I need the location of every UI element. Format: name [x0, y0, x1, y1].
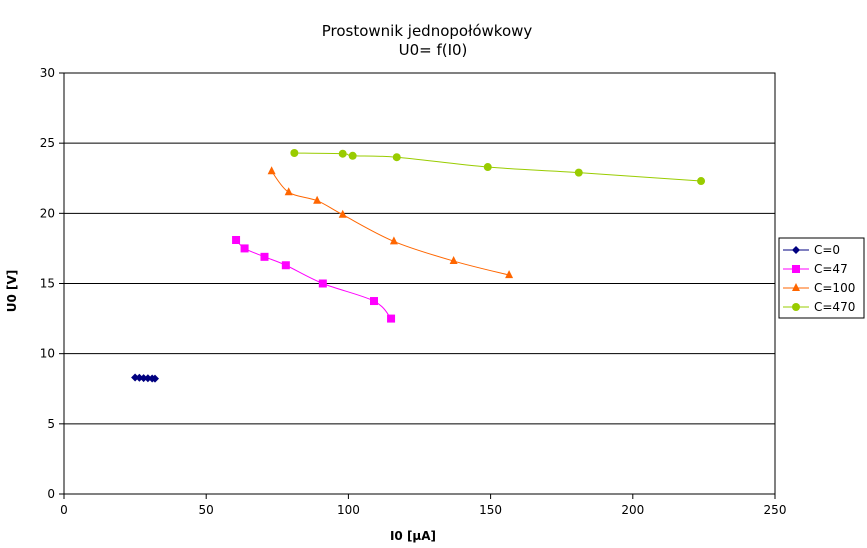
- data-point-3-2: [348, 151, 357, 160]
- legend-label-1: C=47: [814, 262, 848, 276]
- legend-item-1: C=47: [783, 262, 848, 276]
- chart-title: Prostownik jednopołówkowy: [322, 22, 533, 40]
- y-tick-label-2: 10: [40, 347, 55, 361]
- series-3: [290, 148, 706, 186]
- data-point-1-3: [281, 261, 290, 270]
- data-point-1-4: [318, 279, 327, 288]
- data-point-2-2: [313, 195, 322, 204]
- y-tick-label-1: 5: [47, 417, 55, 431]
- data-point-1-6: [387, 314, 396, 323]
- legend-label-0: C=0: [814, 243, 840, 257]
- data-point-1-1: [240, 244, 249, 253]
- x-axis-title: I0 [µA]: [390, 529, 436, 543]
- legend-marker-2: [792, 283, 800, 291]
- legend-label-2: C=100: [814, 281, 855, 295]
- x-tick-label-1: 50: [199, 503, 214, 517]
- data-point-2-4: [389, 236, 398, 245]
- x-tick-label-3: 150: [479, 503, 502, 517]
- series-layer: [131, 148, 706, 383]
- x-tick-label-2: 100: [337, 503, 360, 517]
- x-tick-label-4: 200: [621, 503, 644, 517]
- y-axis-ticks: 0 5 10 15 20 25 30: [40, 66, 64, 501]
- legend-label-3: C=470: [814, 300, 855, 314]
- legend-item-0: C=0: [783, 243, 840, 257]
- gridlines: [64, 142, 775, 425]
- legend-marker-0: [792, 246, 800, 254]
- data-point-0-5: [151, 374, 160, 383]
- x-tick-label-5: 250: [764, 503, 787, 517]
- data-point-1-2: [260, 252, 269, 261]
- data-point-2-1: [284, 187, 293, 196]
- series-line-2: [271, 170, 510, 276]
- series-2: [267, 166, 514, 279]
- data-point-2-6: [505, 270, 514, 279]
- legend-item-2: C=100: [783, 281, 855, 295]
- data-point-3-5: [574, 168, 583, 177]
- legend-marker-3: [792, 303, 800, 311]
- y-tick-label-5: 25: [40, 136, 55, 150]
- legend-item-3: C=470: [783, 300, 855, 314]
- data-point-3-1: [338, 149, 347, 158]
- legend: C=0 C=47 C=100 C=470: [778, 237, 865, 319]
- y-tick-label-6: 30: [40, 66, 55, 80]
- data-point-2-3: [338, 209, 347, 218]
- chart-subtitle: U0= f(I0): [399, 41, 468, 59]
- data-point-1-5: [369, 297, 378, 306]
- data-point-1-0: [232, 235, 241, 244]
- data-point-3-0: [290, 148, 299, 157]
- data-point-2-0: [267, 166, 276, 175]
- series-line-1: [235, 239, 392, 319]
- y-tick-label-0: 0: [47, 487, 55, 501]
- x-tick-label-0: 0: [60, 503, 68, 517]
- y-axis-title: U0 [V]: [5, 270, 19, 313]
- x-axis-ticks: 0 50 100 150 200 250: [60, 494, 786, 517]
- data-point-3-3: [392, 153, 401, 162]
- data-point-3-4: [483, 163, 492, 172]
- data-point-3-6: [697, 177, 706, 186]
- series-1: [232, 235, 396, 323]
- data-point-2-5: [449, 256, 458, 265]
- data-point-0-2: [139, 374, 148, 383]
- legend-marker-1: [792, 265, 800, 273]
- series-0: [131, 373, 160, 383]
- y-tick-label-3: 15: [40, 277, 55, 291]
- legend-items: C=0 C=47 C=100 C=470: [783, 243, 855, 314]
- y-tick-label-4: 20: [40, 206, 55, 220]
